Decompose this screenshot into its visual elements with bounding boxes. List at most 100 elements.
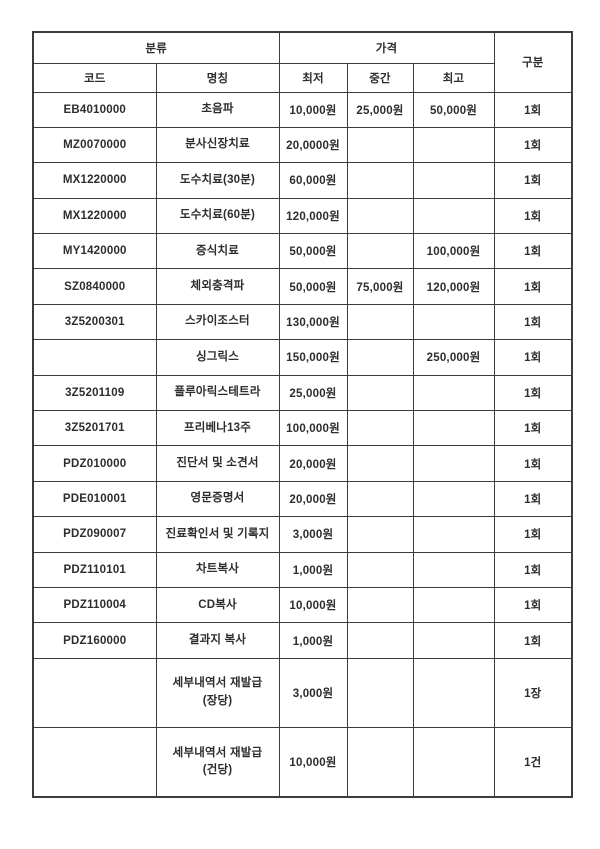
cell-price-min: 130,000원	[278, 303, 348, 341]
table-row: 세부내역서 재발급 (건당) 10,000원 1건	[32, 726, 573, 798]
header-price-max: 최고	[412, 62, 495, 93]
cell-price-min: 20,0000원	[278, 126, 348, 164]
cell-price-max	[412, 657, 495, 728]
cell-price-mid: 25,000원	[346, 91, 414, 128]
cell-name: 진단서 및 소견서	[155, 445, 280, 482]
cell-price-max	[412, 516, 495, 553]
table-row: PDZ160000 결과지 복사 1,000원 1회	[32, 622, 573, 659]
cell-name: 체외충격파	[155, 268, 280, 305]
table-body: EB4010000 초음파 10,000원 25,000원 50,000원 1회…	[32, 91, 573, 798]
cell-price-max	[412, 551, 495, 588]
table-row: MX1220000 도수치료(30분) 60,000원 1회	[32, 162, 573, 199]
table-header: 분류 가격 구분 코드 명칭 최저 중간 최고	[32, 31, 573, 93]
cell-price-mid	[346, 622, 414, 659]
header-price-group: 가격	[278, 31, 495, 64]
cell-name-line1: 프리베나13주	[183, 421, 252, 434]
cell-unit: 1회	[493, 622, 573, 659]
cell-unit: 1회	[493, 303, 573, 341]
table-row: MX1220000 도수치료(60분) 120,000원 1회	[32, 197, 573, 235]
cell-price-mid	[346, 586, 414, 624]
cell-name-line2: (장당)	[202, 694, 233, 707]
cell-name: 싱그릭스	[155, 339, 280, 376]
cell-code: PDE010001	[32, 480, 157, 518]
cell-name-line1: 도수치료(30분)	[179, 173, 256, 186]
cell-name-line1: 플루아릭스테트라	[174, 386, 261, 399]
cell-unit: 1회	[493, 374, 573, 412]
cell-name-line1: 증식치료	[195, 244, 240, 257]
cell-name-line1: 진단서 및 소견서	[176, 456, 259, 469]
cell-name-line1: 영문증명서	[190, 492, 245, 505]
header-code: 코드	[32, 62, 157, 93]
cell-name: 도수치료(30분)	[155, 162, 280, 199]
cell-price-mid	[346, 126, 414, 164]
cell-name: 결과지 복사	[155, 622, 280, 659]
cell-price-min: 25,000원	[278, 374, 348, 412]
price-table: 분류 가격 구분 코드 명칭 최저 중간 최고 EB4010000 초음파 10…	[32, 31, 574, 798]
cell-name: 분사신장치료	[155, 126, 280, 164]
cell-name-line1: CD복사	[198, 598, 237, 611]
cell-name-line1: 싱그릭스	[195, 350, 240, 363]
cell-code: MX1220000	[32, 197, 157, 235]
cell-price-mid	[346, 480, 414, 518]
cell-name-line1: 결과지 복사	[188, 633, 247, 646]
table-row: 3Z5201109 플루아릭스테트라 25,000원 1회	[32, 374, 573, 412]
table-row: MZ0070000 분사신장치료 20,0000원 1회	[32, 126, 573, 164]
header-category-group: 분류	[32, 31, 280, 64]
table-row: 3Z5200301 스카이조스터 130,000원 1회	[32, 303, 573, 341]
cell-price-min: 1,000원	[278, 622, 348, 659]
cell-name-line1: 도수치료(60분)	[179, 209, 256, 222]
table-row: 세부내역서 재발급 (장당) 3,000원 1장	[32, 657, 573, 728]
table-row: PDZ110101 차트복사 1,000원 1회	[32, 551, 573, 588]
cell-code: PDZ110101	[32, 551, 157, 588]
cell-name: 영문증명서	[155, 480, 280, 518]
cell-unit: 1회	[493, 233, 573, 270]
cell-price-min: 150,000원	[278, 339, 348, 376]
table-row: 싱그릭스 150,000원 250,000원 1회	[32, 339, 573, 376]
cell-code: PDZ110004	[32, 586, 157, 624]
cell-price-max	[412, 197, 495, 235]
cell-name-line1: 초음파	[201, 103, 234, 116]
cell-name: 증식치료	[155, 233, 280, 270]
table-row: 3Z5201701 프리베나13주 100,000원 1회	[32, 410, 573, 447]
cell-price-max: 100,000원	[412, 233, 495, 270]
cell-price-max: 50,000원	[412, 91, 495, 128]
cell-name: 초음파	[155, 91, 280, 128]
cell-price-min: 3,000원	[278, 516, 348, 553]
table-row: PDZ010000 진단서 및 소견서 20,000원 1회	[32, 445, 573, 482]
cell-price-min: 120,000원	[278, 197, 348, 235]
header-name: 명칭	[155, 62, 280, 93]
header-price-mid: 중간	[346, 62, 414, 93]
cell-name-line1: 분사신장치료	[185, 138, 250, 151]
cell-code: EB4010000	[32, 91, 157, 128]
cell-code: 3Z5201701	[32, 410, 157, 447]
cell-price-max	[412, 480, 495, 518]
table-row: PDZ090007 진료확인서 및 기록지 3,000원 1회	[32, 516, 573, 553]
cell-unit: 1회	[493, 268, 573, 305]
cell-price-max	[412, 410, 495, 447]
cell-price-min: 20,000원	[278, 480, 348, 518]
cell-name-line1: 체외충격파	[190, 280, 245, 293]
cell-price-mid	[346, 410, 414, 447]
cell-price-mid	[346, 374, 414, 412]
cell-name: 스카이조스터	[155, 303, 280, 341]
cell-name-line1: 진료확인서 및 기록지	[165, 527, 270, 540]
cell-name: 플루아릭스테트라	[155, 374, 280, 412]
cell-price-max	[412, 303, 495, 341]
cell-name-line1: 세부내역서 재발급	[172, 746, 263, 759]
cell-code: PDZ160000	[32, 622, 157, 659]
cell-name-line1: 차트복사	[195, 563, 240, 576]
cell-price-min: 10,000원	[278, 91, 348, 128]
cell-price-mid	[346, 162, 414, 199]
cell-code: MZ0070000	[32, 126, 157, 164]
cell-code	[32, 657, 157, 728]
cell-price-mid	[346, 516, 414, 553]
cell-unit: 1회	[493, 586, 573, 624]
cell-code	[32, 726, 157, 798]
table-row: EB4010000 초음파 10,000원 25,000원 50,000원 1회	[32, 91, 573, 128]
cell-price-max	[412, 126, 495, 164]
cell-unit: 1건	[493, 726, 573, 798]
cell-price-mid	[346, 445, 414, 482]
cell-unit: 1회	[493, 197, 573, 235]
cell-name: 진료확인서 및 기록지	[155, 516, 280, 553]
cell-price-max	[412, 586, 495, 624]
